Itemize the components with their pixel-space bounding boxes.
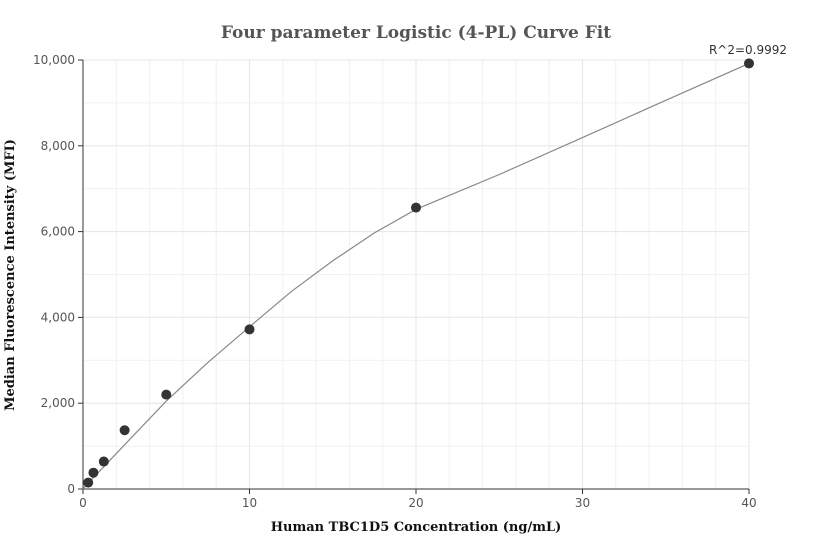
data-point	[119, 425, 130, 436]
chart-title: Four parameter Logistic (4-PL) Curve Fit	[221, 23, 611, 43]
data-points-group	[83, 58, 754, 488]
tick-labels: 0 10 20 30 40 0 2,000 4,000 6,000 8,000 10,000	[33, 53, 757, 510]
data-point	[411, 202, 421, 213]
r-squared-annotation: R^2=0.9992	[709, 43, 787, 57]
y-tick-label: 0	[67, 482, 75, 496]
y-tick-label: 2,000	[41, 396, 75, 410]
data-point	[98, 456, 109, 467]
x-tick-label: 30	[575, 496, 590, 510]
x-tick-label: 20	[408, 496, 423, 510]
data-point	[744, 58, 754, 69]
grid-lines	[82, 59, 750, 490]
y-axis-title: Median Fluorescence Intensity (MFI)	[3, 139, 18, 411]
data-point	[88, 467, 99, 478]
y-tick-label: 6,000	[41, 225, 75, 239]
y-tick-label: 8,000	[41, 139, 75, 153]
x-tick-label: 0	[79, 496, 87, 510]
x-tick-label: 40	[741, 496, 756, 510]
data-point	[83, 477, 94, 488]
fit-curve-group	[82, 62, 750, 490]
y-tick-label: 4,000	[41, 310, 75, 324]
axes	[78, 59, 750, 494]
data-point	[161, 389, 172, 400]
y-tick-label: 10,000	[33, 53, 75, 67]
x-axis-title: Human TBC1D5 Concentration (ng/mL)	[271, 520, 562, 535]
data-point	[244, 324, 255, 335]
fit-curve-line	[82, 62, 750, 490]
x-tick-label: 10	[242, 496, 257, 510]
